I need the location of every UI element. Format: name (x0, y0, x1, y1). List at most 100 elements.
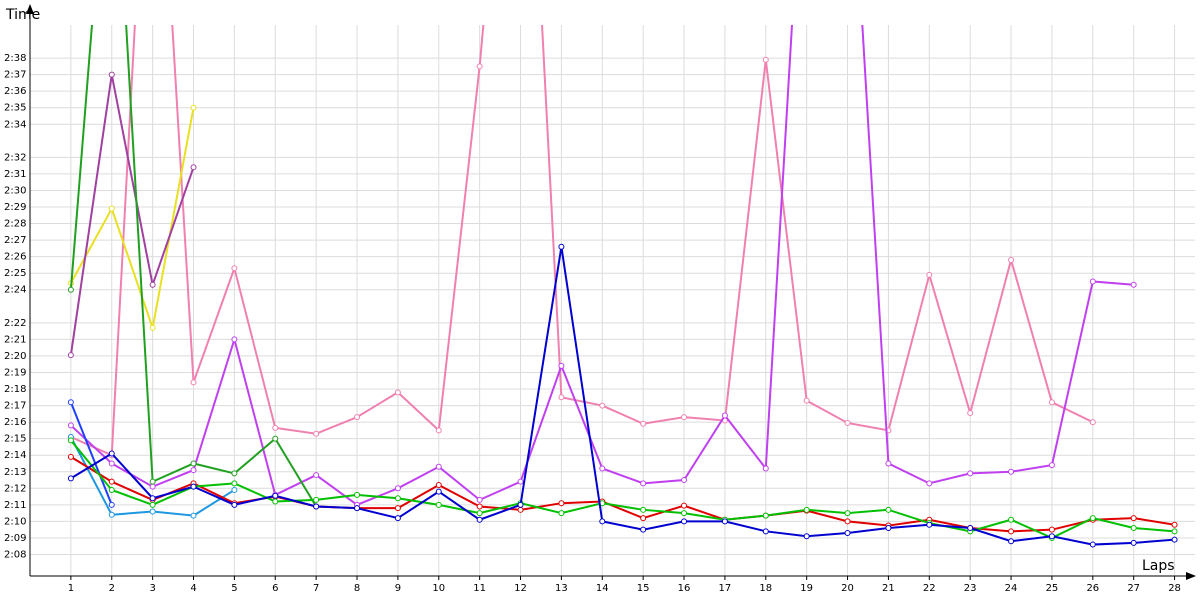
y-tick-label: 2:31 (4, 169, 26, 180)
y-tick-label: 2:27 (4, 235, 26, 246)
point (108, 501, 115, 508)
point (1130, 515, 1137, 522)
x-tick-label: 23 (964, 583, 977, 594)
point (108, 511, 115, 518)
y-tick-label: 2:21 (4, 334, 26, 345)
y-tick-label: 2:20 (4, 351, 26, 362)
x-tick-label: 17 (719, 583, 732, 594)
point (762, 56, 769, 63)
point (517, 501, 524, 508)
point (681, 477, 688, 484)
point (1130, 525, 1137, 532)
point (313, 496, 320, 503)
point (681, 510, 688, 517)
point (885, 506, 892, 513)
point (1171, 521, 1178, 528)
point (803, 533, 810, 540)
point (1048, 462, 1055, 469)
point (517, 478, 524, 485)
point (517, 506, 524, 513)
point (721, 518, 728, 525)
x-tick-label: 2 (109, 583, 115, 594)
y-tick-label: 2:28 (4, 219, 26, 230)
y-tick-label: 2:11 (4, 500, 26, 511)
point (108, 71, 115, 78)
x-tick-label: 12 (514, 583, 527, 594)
point (681, 518, 688, 525)
point (476, 503, 483, 510)
point (1008, 516, 1015, 523)
point (476, 510, 483, 517)
point (231, 480, 238, 487)
point (272, 492, 279, 499)
x-tick-label: 16 (678, 583, 691, 594)
point (1008, 538, 1015, 545)
point (67, 453, 74, 460)
point (803, 506, 810, 513)
point (558, 394, 565, 401)
point (967, 470, 974, 477)
y-tick-label: 2:19 (4, 367, 26, 378)
point (1089, 515, 1096, 522)
point (681, 502, 688, 509)
point (476, 63, 483, 70)
x-tick-label: 14 (596, 583, 609, 594)
point (354, 491, 361, 498)
y-tick-label: 2:17 (4, 401, 26, 412)
x-axis-title: Laps (1142, 558, 1175, 574)
point (149, 281, 156, 288)
point (394, 485, 401, 492)
y-tick-label: 2:35 (4, 103, 26, 114)
point (1171, 528, 1178, 535)
point (67, 422, 74, 429)
y-tick-label: 2:12 (4, 483, 26, 494)
x-tick-label: 21 (882, 583, 895, 594)
point (803, 397, 810, 404)
y-tick-label: 2:13 (4, 467, 26, 478)
point (1008, 528, 1015, 535)
point (640, 515, 647, 522)
y-tick-label: 2:38 (4, 53, 26, 64)
y-tick-label: 2:34 (4, 119, 26, 130)
series-line (70, 107, 195, 332)
y-axis-title: Time (5, 7, 40, 23)
point (762, 528, 769, 535)
point (190, 483, 197, 490)
point (1130, 539, 1137, 546)
point (108, 450, 115, 457)
point (272, 435, 279, 442)
point (354, 505, 361, 512)
y-tick-label: 2:22 (4, 318, 26, 329)
point (435, 427, 442, 434)
point (354, 414, 361, 421)
point (1171, 536, 1178, 543)
point (394, 389, 401, 396)
point (1048, 399, 1055, 406)
point (108, 460, 115, 467)
series-line (69, 74, 195, 356)
point (394, 505, 401, 512)
x-tick-label: 6 (272, 583, 278, 594)
series-line (70, 439, 1175, 540)
x-tick-label: 9 (395, 583, 401, 594)
point (476, 516, 483, 523)
point (149, 508, 156, 515)
x-tick-label: 15 (637, 583, 650, 594)
x-tick-label: 19 (800, 583, 813, 594)
point (1089, 541, 1096, 548)
point (231, 265, 238, 272)
point (762, 465, 769, 472)
grid (30, 25, 1195, 576)
point (435, 481, 442, 488)
point (558, 243, 565, 250)
y-tick-label: 2:29 (4, 202, 26, 213)
point (476, 496, 483, 503)
point (1008, 256, 1015, 263)
point (313, 472, 320, 479)
y-tick-label: 2:18 (4, 384, 26, 395)
y-tick-label: 2:24 (4, 285, 26, 296)
point (1008, 468, 1015, 475)
y-tick-label: 2:14 (4, 450, 26, 461)
point (435, 463, 442, 470)
